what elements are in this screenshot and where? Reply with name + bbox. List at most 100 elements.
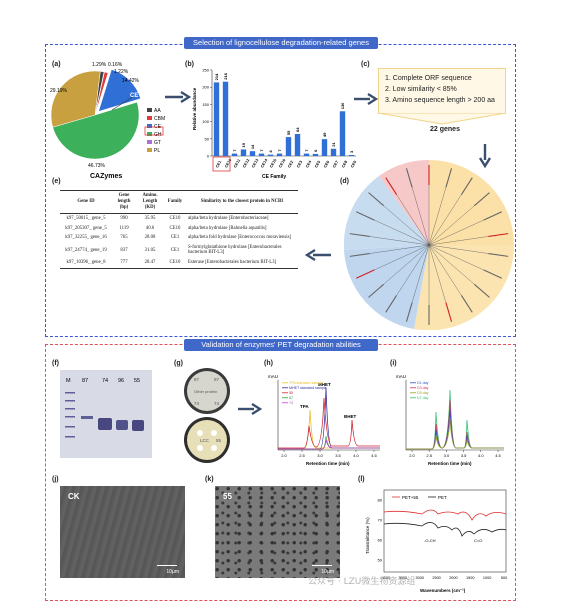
cell-gene-length: 1119 [119,225,129,231]
tree-leaf-mark [405,302,413,322]
panel-k-sem-image-55: 55 10μm [215,486,340,578]
bar-value-label: 49 [322,132,327,137]
bar-category-label: CE13 [251,158,259,168]
pie-label-cbm: 0.16% [108,62,123,68]
bar-ce12 [240,149,247,156]
hplc-time-ylabel: mAU [396,374,406,379]
tree-leaf-mark [473,283,490,298]
tree-leaf-mark [368,192,385,207]
hplc-time-legend-entry: D1 day [417,381,429,385]
xtick-label: 2.5 [426,453,432,458]
hplc-ylabel: mAU [268,374,278,379]
cell-similarity: alpha/beta hydrolase [Rahnella aquatilis… [188,225,267,231]
criteria-3: 3. Amino sequence length > 200 aa [385,97,495,104]
table-row: k97_205307_ gene_5 1119 40.6 CE10 alpha/… [60,224,298,234]
panel-b-bar-chart: Relative abundance CE Family 0 50 100 150 20… [192,68,357,181]
hplc-legend-entry: 74 [289,401,293,405]
sem-ck-scale-label: 10μm [166,569,179,575]
cell-similarity: Esterase [Enterobacterales bacterium BIT… [186,257,298,269]
bar-ytick-label: 50 [205,136,210,141]
plate-top-label-1: 87 [194,377,200,382]
tree-branch [428,244,489,254]
bar-ytick-label: 150 [202,102,209,107]
gel-lane-74: 74 [102,378,108,384]
legend-swatch [147,124,152,128]
ftir-ytick-label: 60 [378,538,383,543]
xtick-label: 3.5 [335,453,341,458]
hplc-legend-entry: TPA standard sample [289,381,323,385]
sem-ck-label: CK [68,492,80,501]
xtick-label: 4.0 [353,453,359,458]
table-row: k97_10396_ gene_8 777 28.47 CE10 Esteras… [60,257,298,269]
pie-label-aa: 1.29% [92,62,107,68]
xtick-label: 3.5 [461,453,467,458]
table-row: k97_50015_ gene_5 990 35.95 CE10 alpha/b… [60,214,298,224]
xtick-label: 4.5 [495,453,501,458]
bar-category-label: CE10 [224,158,232,168]
cell-amino-length: 28.47 [136,257,164,269]
tree-leaf-mark [349,233,370,238]
tree-branch [383,205,430,246]
bar-ce16 [276,153,283,156]
bar-category-label: CE3 [296,160,303,168]
criteria-1: 1. Complete ORF sequence [385,75,472,82]
peak-label-tpa: TPA [300,404,309,409]
legend-swatch [147,108,152,112]
bar-category-label: CE7 [332,160,339,168]
cell-family: CE10 [164,257,186,269]
tree-leaf-mark [460,295,473,313]
sem-55-scale-label: 10μm [321,569,334,575]
panel-f-sds-page-gel: M 87 74 96 55 [60,370,152,458]
ftir-xtick-label: 3000 [415,576,423,580]
ftir-xtick-label: 1500 [466,576,474,580]
section-validation-title: Validation of enzymes' PET degradation a… [184,339,378,351]
panel-d-phylogenetic-tree [344,160,514,330]
tree-branch [411,187,430,246]
xtick-label: 4.0 [478,453,484,458]
pie-label-ce-small: 1.22% [114,69,129,75]
plate-top-label-3: 74 [194,401,200,406]
panel-d-label: (d) [340,178,349,185]
bar-value-label: 3 [349,150,354,153]
panel-h-hplc-chart: mAU Retention time (min) 2.0 2.5 3.0 3.5 4.0… [268,374,380,466]
tree-branch [369,244,430,254]
cell-gene-id: k97_24774_ gene_19 [65,247,107,253]
tree-branch [411,244,430,303]
plate-bottom-right: 55 [216,438,222,443]
cell-similarity: S-formylglutathione hydrolase [Enterobac… [188,244,282,256]
tree-leaf-mark [405,168,413,188]
hplc-xlabel: Retention time (min) [306,461,350,466]
panel-g-agar-plates: 87 97 Other protein 74 74 LCC 55 [184,368,230,463]
pie-slice-ce [94,71,109,116]
bar-value-label: 7 [232,149,237,152]
cell-family: CE10 [169,216,181,221]
ftir-xtick-label: 4000 [382,576,390,580]
hplc-time-legend-entry: D3 day [417,386,429,390]
bar-ce8 [339,111,346,156]
gel-lane-96: 96 [118,378,124,384]
pie-slice-gh [98,69,141,112]
plate-top-label-2: 97 [214,377,220,382]
tree-leaf-mark [483,211,502,221]
selected-gene-count: 22 genes [430,126,460,133]
tree-leaf-mark [368,283,385,298]
bar-ce3 [294,133,301,156]
panel-j-label: (j) [52,476,59,483]
table-header-gene-id: Gene ID [60,190,112,214]
panel-l-label: (l) [358,476,365,483]
pie-slice-pl [50,70,101,128]
tree-branch [428,244,462,296]
ftir-xtick-label: 2500 [432,576,440,580]
panel-k-label: (k) [205,476,214,483]
bar-category-label: CE2 [287,160,294,168]
hplc-legend-entry: 55 [289,391,293,395]
pie-inner-label-ce: CE [130,93,138,99]
legend-swatch [147,116,152,120]
arrow-d-to-e [305,248,331,262]
bar-ce10 [222,81,229,156]
arrow-g-to-h [238,402,262,416]
xtick-label: 2.0 [409,453,415,458]
cell-gene-id: k97_10396_ gene_8 [60,257,112,269]
bar-value-label: 214 [214,73,219,80]
